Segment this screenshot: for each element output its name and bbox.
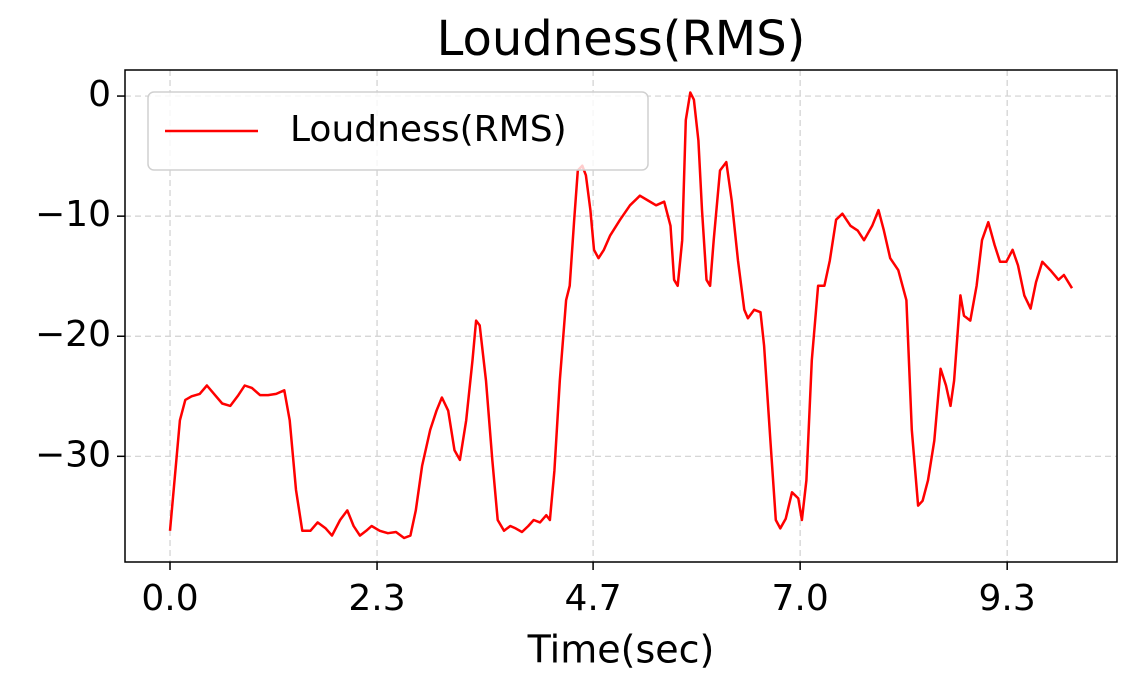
x-tick-label: 9.3	[979, 578, 1036, 619]
chart-title: Loudness(RMS)	[437, 11, 806, 67]
x-tick-label: 2.3	[348, 578, 405, 619]
y-tick-label: −30	[35, 434, 111, 475]
x-tick-label: 4.7	[564, 578, 621, 619]
legend-label: Loudness(RMS)	[290, 109, 567, 150]
x-axis-label: Time(sec)	[527, 628, 715, 672]
data-line	[168, 91, 1074, 540]
y-tick-label: −10	[35, 194, 111, 235]
y-tick-label: 0	[88, 74, 111, 115]
y-tick-label: −20	[35, 314, 111, 355]
legend-box	[147, 91, 649, 171]
x-tick-label: 0.0	[141, 578, 198, 619]
x-tick-label: 7.0	[772, 578, 829, 619]
plot-frame	[124, 69, 1118, 563]
